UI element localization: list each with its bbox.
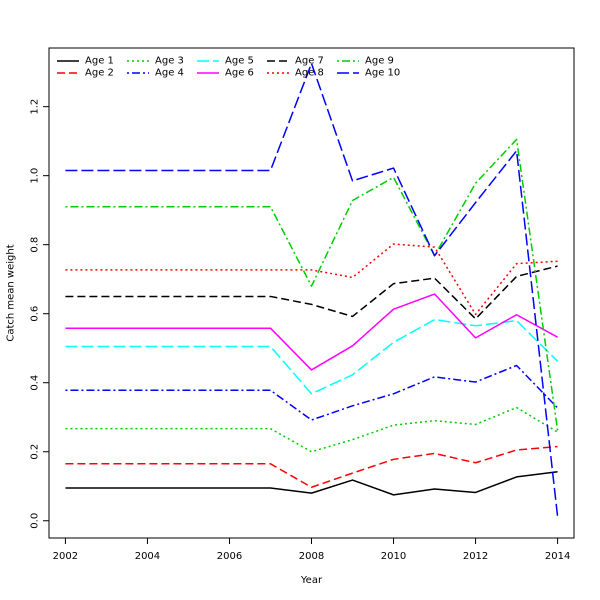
legend-label-age-5: Age 5 xyxy=(225,56,254,67)
series-lines xyxy=(65,62,559,517)
legend-label-age-10: Age 10 xyxy=(365,68,400,79)
legend-label-age-4: Age 4 xyxy=(155,68,184,79)
x-tick-label: 2012 xyxy=(463,551,488,562)
axes: 2002 2004 2006 2008 2010 2012 2014 0.0 0.2 0.4 0.6… xyxy=(30,99,571,562)
legend-label-age-7: Age 7 xyxy=(295,56,324,67)
y-tick-label: 1.0 xyxy=(30,168,41,184)
series-line-age-7 xyxy=(65,265,558,320)
x-axis-title: Year xyxy=(300,575,323,586)
x-tick-label: 2002 xyxy=(53,551,78,562)
y-tick-label: 0.4 xyxy=(30,375,41,391)
legend-label-age-1: Age 1 xyxy=(85,56,114,67)
series-line-age-6 xyxy=(65,293,558,371)
series-line-age-2 xyxy=(65,445,558,489)
y-tick-label: 0.0 xyxy=(30,513,41,529)
x-tick-label: 2004 xyxy=(135,551,160,562)
x-tick-label: 2008 xyxy=(299,551,324,562)
legend-label-age-2: Age 2 xyxy=(85,68,114,79)
legend-label-age-3: Age 3 xyxy=(155,56,184,67)
series-line-age-8 xyxy=(65,243,558,316)
y-axis-title: Catch mean weight xyxy=(6,244,17,341)
legend-label-age-8: Age 8 xyxy=(295,68,324,79)
legend-label-age-9: Age 9 xyxy=(365,56,394,67)
series-line-age-5 xyxy=(65,318,559,395)
series-line-age-1 xyxy=(65,471,558,496)
x-tick-label: 2006 xyxy=(217,551,242,562)
series-line-age-9 xyxy=(65,138,559,431)
y-tick-label: 0.6 xyxy=(30,306,41,322)
y-tick-label: 0.2 xyxy=(30,444,41,460)
x-tick-label: 2014 xyxy=(545,551,570,562)
legend-label-age-6: Age 6 xyxy=(225,68,254,79)
y-tick-label: 0.8 xyxy=(30,237,41,253)
series-line-age-3 xyxy=(65,406,558,453)
series-line-age-10 xyxy=(65,62,559,517)
y-tick-label: 1.2 xyxy=(30,99,41,115)
x-tick-label: 2010 xyxy=(381,551,406,562)
series-line-age-4 xyxy=(65,364,559,421)
